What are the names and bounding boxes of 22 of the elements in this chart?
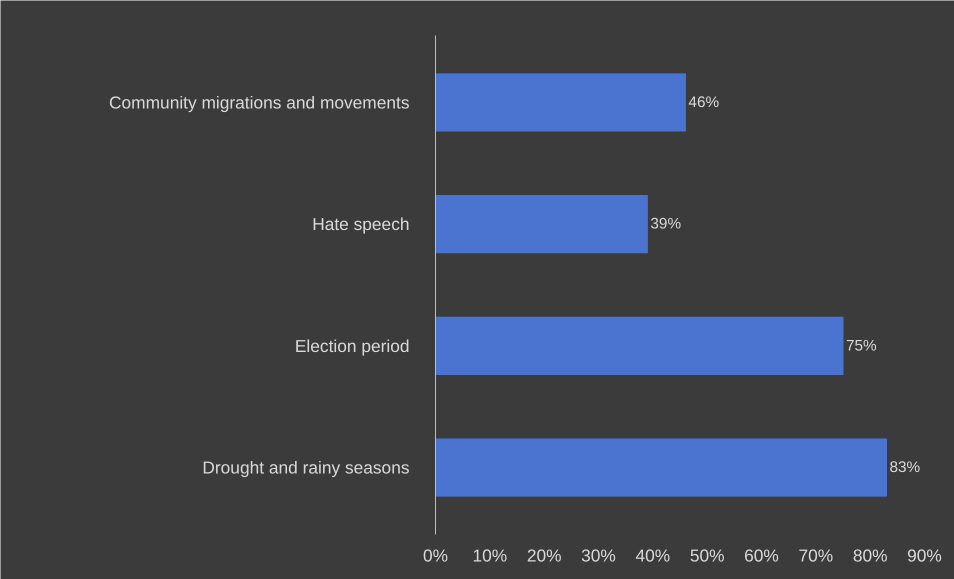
x-tick-label: 20% — [526, 546, 562, 566]
x-tick-label: 0% — [422, 546, 448, 566]
x-tick-label: 80% — [852, 546, 888, 566]
y-tick-label: Community migrations and movements — [109, 92, 410, 112]
bar — [436, 438, 887, 497]
data-label: 83% — [889, 459, 921, 476]
x-tick-label: 90% — [907, 546, 942, 566]
data-label: 39% — [650, 216, 682, 233]
x-tick-label: 60% — [744, 546, 779, 566]
data-label: 46% — [688, 94, 720, 111]
y-tick-label: Drought and rainy seasons — [202, 458, 410, 478]
x-tick-label: 50% — [690, 546, 725, 566]
x-tick-label: 70% — [798, 546, 834, 566]
data-label: 75% — [846, 337, 878, 354]
bar — [436, 316, 844, 375]
x-tick-label: 10% — [472, 546, 508, 566]
x-tick-label: 40% — [635, 546, 670, 566]
bar — [436, 73, 686, 132]
y-tick-label: Election period — [294, 336, 410, 356]
y-tick-label: Hate speech — [312, 214, 410, 234]
bar — [436, 195, 648, 254]
x-tick-label: 30% — [581, 546, 616, 566]
